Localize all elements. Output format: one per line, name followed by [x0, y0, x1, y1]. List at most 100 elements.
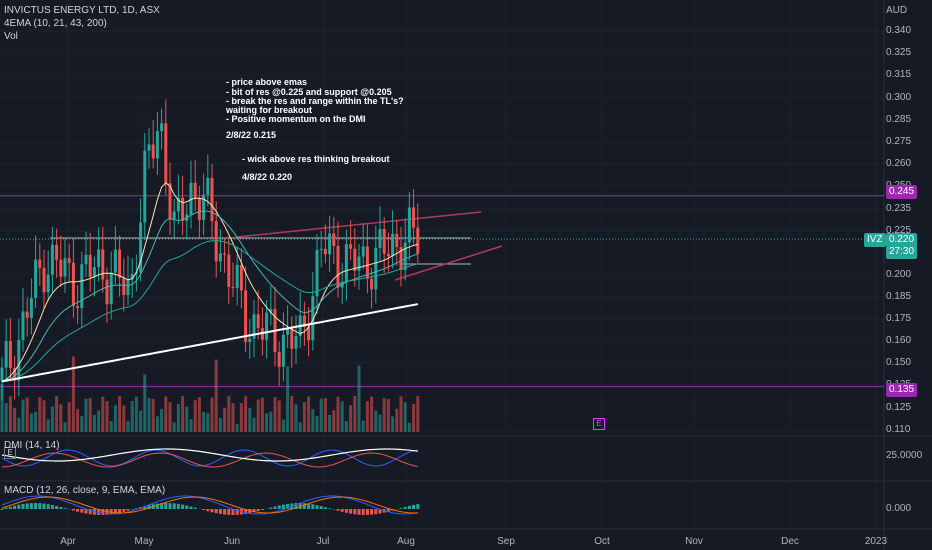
candle-body — [8, 341, 12, 369]
candle-body — [231, 286, 235, 289]
volume-bar — [412, 404, 416, 432]
price-tick-label: 0.185 — [886, 291, 912, 302]
volume-bar — [260, 397, 264, 432]
price-tick-label: 0.275 — [886, 136, 912, 147]
candle-body — [344, 244, 348, 282]
volume-bar — [302, 401, 306, 432]
macd-histogram-bar — [277, 505, 281, 509]
macd-histogram-bar — [252, 509, 256, 513]
time-tick-label: Apr — [60, 536, 76, 547]
volume-bar — [403, 402, 407, 432]
macd-histogram-bar — [311, 504, 315, 509]
signal-line — [1, 496, 418, 514]
candle-body — [143, 150, 147, 223]
volume-bar — [395, 408, 399, 432]
candle-body — [248, 338, 252, 343]
volume-bar — [88, 398, 92, 432]
candle-body — [206, 177, 210, 195]
macd-histogram-bar — [185, 505, 189, 509]
macd-histogram-bar — [227, 509, 231, 515]
candle-body — [340, 281, 344, 288]
time-tick-label: Dec — [781, 536, 799, 547]
dmi-legend[interactable]: DMI (14, 14) — [4, 440, 60, 451]
candle-body — [13, 368, 17, 381]
volume-bar — [298, 422, 302, 432]
volume-bar — [147, 398, 151, 432]
volume-bar — [206, 413, 210, 432]
macd-line — [1, 495, 418, 515]
macd-histogram-bar — [42, 503, 46, 509]
macd-histogram-bar — [176, 503, 180, 509]
volume-bar — [269, 411, 273, 432]
candle-body — [84, 254, 88, 265]
volume-bar — [109, 420, 113, 432]
time-tick-label: Sep — [497, 536, 515, 547]
macd-axis-tick: 0.000 — [886, 503, 912, 514]
macd-histogram-bar — [25, 503, 29, 509]
earnings-marker-icon[interactable]: E — [4, 447, 16, 459]
macd-histogram-bar — [38, 503, 42, 509]
candle-body — [382, 228, 386, 254]
candle-body — [223, 253, 227, 255]
macd-histogram-bar — [328, 508, 332, 509]
volume-bar — [214, 359, 218, 432]
dmi-axis-tick: 25.0000 — [886, 450, 923, 461]
candle-body — [336, 245, 340, 288]
volume-bar — [281, 419, 285, 432]
price-tick-label: 0.110 — [886, 424, 911, 435]
macd-histogram-bar — [71, 509, 75, 511]
volume-bar — [265, 413, 269, 432]
price-tick-label: 0.260 — [886, 158, 912, 169]
candle-body — [294, 336, 298, 349]
candle-body — [130, 274, 134, 280]
macd-histogram-bar — [370, 509, 374, 515]
macd-histogram-bar — [403, 506, 407, 509]
macd-histogram-bar — [8, 506, 12, 509]
symbol-tag: IVZ — [864, 233, 886, 247]
ema-legend[interactable]: 4EMA (10, 21, 43, 200) — [4, 18, 107, 29]
macd-histogram-bar — [34, 503, 38, 509]
macd-histogram-bar — [13, 505, 17, 509]
macd-histogram-bar — [416, 504, 420, 509]
candle-body — [202, 194, 206, 220]
volume-bar — [151, 398, 155, 432]
candle-body — [105, 279, 109, 305]
volume-bar — [181, 396, 185, 432]
macd-histogram-bar — [206, 509, 210, 512]
candle-body — [25, 311, 29, 318]
macd-histogram-bar — [286, 503, 290, 509]
volume-bar — [235, 423, 239, 432]
macd-histogram-bar — [181, 504, 185, 509]
macd-histogram-bar — [109, 509, 113, 515]
volume-bar — [50, 406, 54, 432]
volume-bar — [349, 405, 353, 432]
volume-bar — [210, 397, 214, 432]
macd-histogram-bar — [168, 503, 172, 509]
candle-body — [311, 296, 315, 341]
time-tick-label: Nov — [685, 536, 703, 547]
macd-histogram-bar — [143, 506, 147, 509]
macd-legend[interactable]: MACD (12, 26, close, 9, EMA, EMA) — [4, 485, 166, 496]
volume-legend[interactable]: Vol — [4, 31, 18, 42]
volume-bar — [17, 417, 21, 432]
candle-body — [391, 233, 395, 257]
volume-bar — [290, 396, 294, 432]
volume-bar — [118, 396, 122, 432]
upcoming-earnings-marker-icon[interactable]: E — [593, 418, 605, 430]
volume-bar — [172, 422, 176, 432]
volume-bar — [164, 396, 168, 432]
macd-histogram-bar — [340, 509, 344, 512]
macd-histogram-bar — [349, 509, 353, 514]
volume-bar — [4, 403, 8, 432]
time-tick-label: 2023 — [864, 536, 888, 547]
volume-bar — [76, 409, 80, 432]
volume-bar — [256, 399, 260, 432]
macd-histogram-bar — [29, 503, 33, 509]
volume-bar — [193, 400, 197, 432]
price-tick-label: 0.340 — [886, 25, 912, 36]
symbol-title[interactable]: INVICTUS ENERGY LTD, 1D, ASX — [4, 5, 160, 16]
volume-bar — [286, 366, 290, 432]
note-line-4: waiting for breakout — [226, 105, 313, 115]
price-tick-label: 0.300 — [886, 92, 912, 103]
